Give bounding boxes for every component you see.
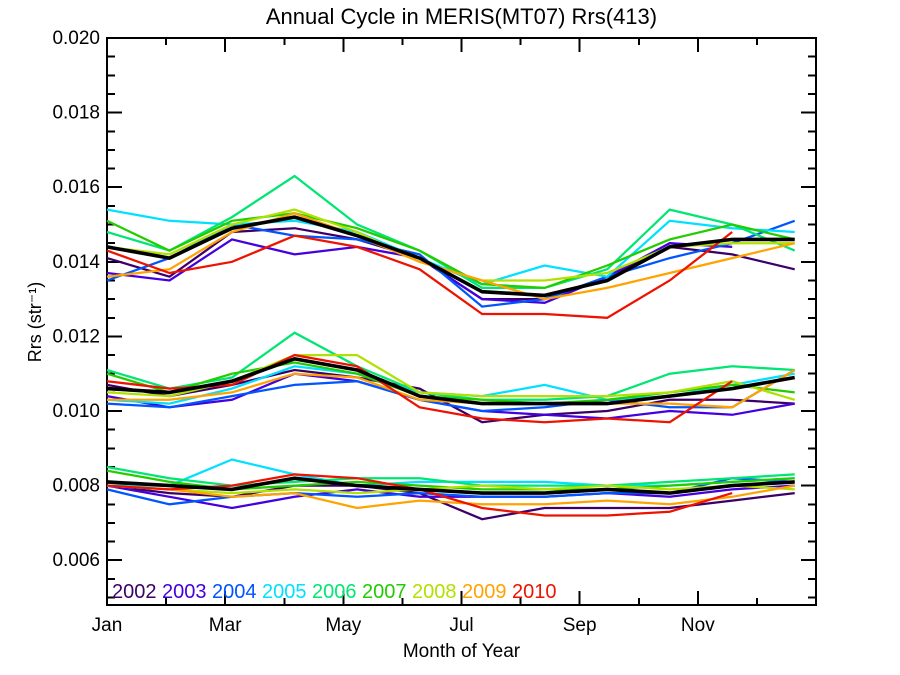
series-line-upper-2009 (106, 212, 795, 301)
legend-year-2009: 2009 (462, 581, 507, 603)
x-tick-label: Jan (92, 615, 123, 636)
x-tick-label: Jul (449, 615, 473, 636)
series-line-upper-2007 (106, 212, 795, 290)
x-tick-label: Sep (563, 615, 597, 636)
mean-line-upper (106, 215, 795, 298)
series-line-upper-2010 (106, 231, 733, 319)
chart-title: Annual Cycle in MERIS(MT07) Rrs(413) (265, 4, 658, 29)
legend-year-2010: 2010 (512, 581, 557, 603)
mean-line-lower (106, 476, 795, 495)
y-tick-label: 0.018 (52, 103, 100, 124)
legend-year-2005: 2005 (262, 581, 307, 603)
series-line-lower-2009 (106, 484, 795, 510)
x-tick-label: Nov (681, 615, 715, 636)
series-line-middle-2006 (106, 331, 795, 401)
series-line-middle-2009 (107, 369, 796, 409)
y-tick-label: 0.012 (52, 326, 100, 347)
x-tick-label: Mar (209, 615, 242, 636)
y-tick-label: 0.014 (52, 252, 100, 273)
legend-year-2008: 2008 (412, 581, 457, 603)
series-line-lower-2003 (106, 484, 795, 510)
series-line-middle-2007 (106, 361, 795, 405)
series-line-lower-2006 (106, 465, 795, 487)
legend-year-2003: 2003 (162, 581, 207, 603)
legend-year-2004: 2004 (212, 581, 257, 603)
legend-year-2002: 2002 (112, 581, 157, 603)
y-tick-label: 0.006 (52, 550, 100, 571)
plot-frame (106, 37, 817, 606)
legend-year-2007: 2007 (362, 581, 407, 603)
series-line-lower-2008 (106, 484, 795, 495)
x-tick-label: May (325, 615, 361, 636)
series-line-upper-2006 (106, 174, 796, 290)
y-tick-label: 0.020 (52, 28, 100, 49)
mean-line-middle (106, 356, 796, 406)
y-axis-title: Rrs (str⁻¹) (25, 281, 45, 363)
legend-year-2006: 2006 (312, 581, 357, 603)
y-tick-label: 0.016 (52, 177, 100, 198)
y-tick-label: 0.008 (52, 476, 100, 497)
x-axis-title: Month of Year (402, 641, 521, 662)
series-line-middle-2004 (106, 369, 796, 413)
y-tick-label: 0.010 (52, 401, 100, 422)
